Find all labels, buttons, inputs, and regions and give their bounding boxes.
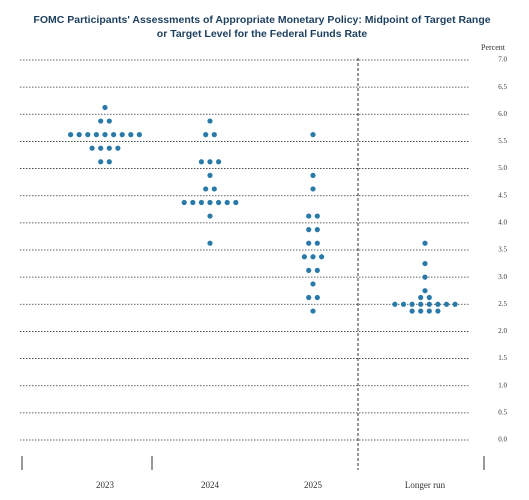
dot [426, 308, 432, 314]
dot [435, 308, 441, 314]
dot [68, 132, 74, 138]
dot [422, 240, 428, 246]
dot [310, 186, 316, 192]
dot [314, 227, 320, 233]
x-axis-ticks [21, 456, 485, 470]
dot [106, 145, 112, 151]
dot [409, 308, 415, 314]
dot [203, 132, 209, 138]
dot [314, 240, 320, 246]
dot [93, 132, 99, 138]
dot [409, 301, 415, 307]
dot [89, 145, 95, 151]
dot [207, 159, 213, 165]
dot [111, 132, 117, 138]
dot [310, 281, 316, 287]
dot [198, 159, 204, 165]
y-tick-label: 0.5 [498, 408, 507, 416]
dot [190, 199, 196, 206]
dot [310, 308, 316, 314]
dot [301, 254, 307, 260]
dot [422, 260, 428, 267]
dot [98, 118, 104, 124]
x-tick-label: 2024 [201, 480, 220, 490]
dot [310, 172, 316, 178]
dot [443, 301, 450, 307]
dot [106, 118, 112, 124]
dot [106, 159, 112, 165]
y-tick-label: 3.5 [498, 246, 507, 254]
dot [418, 301, 424, 307]
dot [314, 213, 320, 219]
dot [426, 294, 432, 301]
dot [400, 301, 407, 307]
y-tick-label: 7.0 [498, 56, 507, 64]
y-tick-label: 4.5 [498, 191, 507, 199]
dot [306, 267, 312, 273]
x-tick-label: 2023 [96, 480, 115, 490]
dot [418, 294, 424, 301]
dot [310, 132, 316, 138]
dot [314, 294, 320, 301]
y-tick-label: 1.0 [498, 381, 507, 389]
dot [207, 213, 213, 219]
dot [418, 308, 424, 314]
y-tick-label: 3.0 [498, 273, 507, 281]
dot [211, 186, 217, 192]
dot [76, 132, 82, 138]
dot [310, 254, 316, 260]
dot [207, 118, 213, 124]
dot [422, 274, 428, 280]
y-tick-label: 1.5 [498, 354, 507, 362]
dot [181, 199, 187, 206]
y-tick-label: 4.0 [498, 218, 507, 226]
dot [198, 199, 204, 206]
y-tick-label: 6.5 [498, 83, 507, 91]
dot [85, 132, 91, 138]
chart-title: or Target Level for the Federal Funds Ra… [157, 28, 368, 40]
y-tick-label: 5.0 [498, 164, 507, 172]
y-tick-label: 2.0 [498, 327, 507, 335]
dot [128, 132, 134, 138]
dot [452, 301, 458, 307]
dot [216, 199, 222, 206]
dot [98, 159, 104, 165]
dot [426, 301, 432, 307]
dot [216, 159, 222, 165]
dot [314, 267, 320, 273]
y-tick-label: 2.5 [498, 300, 507, 308]
dot [207, 240, 213, 246]
dot [211, 132, 217, 138]
dot [224, 199, 230, 206]
y-tick-label: 0.0 [498, 436, 507, 444]
x-tick-label: Longer run [405, 480, 446, 490]
dot [233, 199, 239, 206]
dot [392, 301, 398, 307]
dot [203, 186, 209, 192]
dot [98, 145, 104, 151]
dot [136, 132, 142, 138]
dot [422, 288, 428, 294]
dot [306, 294, 312, 301]
dot [119, 132, 125, 138]
dot [115, 145, 121, 151]
dot [435, 301, 441, 307]
dot [306, 213, 312, 219]
y-tick-label: 6.0 [498, 110, 507, 118]
y-tick-label: 5.5 [498, 137, 507, 145]
dot [306, 240, 312, 246]
chart-title: FOMC Participants' Assessments of Approp… [33, 14, 490, 26]
y-axis-label: Percent [481, 43, 506, 52]
dot [102, 132, 108, 138]
dot [207, 199, 213, 206]
dot [207, 172, 213, 178]
dot [319, 254, 325, 260]
x-tick-label: 2025 [304, 480, 323, 490]
dot [306, 227, 312, 233]
dot [102, 104, 108, 111]
